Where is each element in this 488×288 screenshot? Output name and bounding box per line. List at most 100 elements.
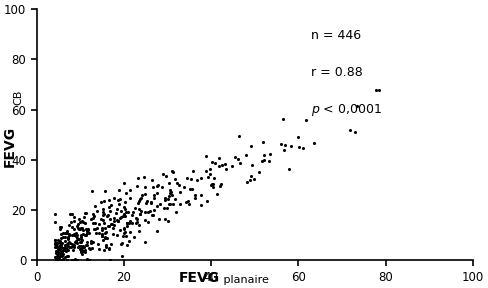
Point: [63, 241, 71, 245]
Point: [61, 235, 69, 239]
Point: [70, 218, 78, 223]
Text: n = 446: n = 446: [311, 29, 362, 42]
Point: [146, 209, 154, 214]
Point: [64, 234, 72, 239]
Point: [70, 245, 78, 249]
Point: [106, 258, 114, 263]
Point: [122, 191, 130, 196]
Point: [57, 236, 65, 240]
Point: [77, 244, 85, 249]
Point: [93, 226, 101, 230]
Point: [53, 258, 61, 263]
Point: [260, 152, 268, 157]
Point: [110, 216, 118, 220]
Point: [138, 192, 145, 197]
Point: [197, 202, 204, 207]
Point: [85, 245, 93, 250]
Point: [82, 243, 90, 247]
Point: [120, 180, 128, 185]
Point: [156, 202, 164, 206]
Point: [144, 210, 152, 214]
Point: [57, 224, 65, 229]
Point: [155, 217, 163, 221]
Point: [100, 212, 108, 217]
Point: [61, 231, 69, 235]
Point: [142, 192, 149, 197]
Point: [88, 246, 96, 251]
Point: [137, 196, 145, 200]
Point: [81, 247, 89, 252]
Point: [142, 185, 149, 189]
Point: [287, 143, 295, 148]
Point: [89, 216, 97, 220]
Point: [51, 220, 59, 225]
Point: [130, 234, 138, 239]
Point: [53, 258, 61, 263]
Point: [103, 236, 111, 240]
Point: [75, 227, 82, 232]
Point: [277, 142, 285, 147]
Point: [135, 228, 143, 233]
Point: [211, 161, 219, 166]
Point: [135, 200, 142, 205]
Point: [71, 240, 79, 244]
Point: [135, 222, 142, 227]
Point: [113, 233, 121, 237]
Point: [189, 168, 197, 173]
Point: [103, 214, 111, 219]
Point: [98, 217, 105, 221]
Point: [134, 220, 142, 225]
Point: [120, 231, 128, 236]
Point: [205, 172, 213, 177]
Point: [83, 258, 91, 263]
Point: [53, 240, 61, 245]
Point: [112, 211, 120, 216]
Point: [60, 248, 68, 252]
Point: [126, 187, 134, 192]
Point: [98, 226, 106, 231]
Point: [53, 255, 61, 259]
Text: FEVG: FEVG: [2, 126, 17, 167]
Point: [74, 245, 82, 250]
Point: [75, 216, 83, 221]
Point: [62, 242, 70, 246]
Point: [122, 210, 130, 214]
Point: [59, 258, 67, 263]
Point: [197, 176, 204, 180]
Point: [51, 212, 59, 217]
Point: [206, 166, 214, 171]
Point: [150, 208, 158, 213]
Point: [115, 202, 123, 206]
Point: [65, 233, 73, 237]
Point: [67, 219, 75, 224]
Point: [124, 210, 132, 215]
Point: [56, 258, 63, 263]
Point: [91, 204, 99, 208]
Point: [56, 227, 63, 232]
Point: [54, 258, 62, 263]
Point: [70, 215, 78, 220]
Point: [54, 245, 61, 249]
Point: [63, 230, 71, 235]
Point: [99, 210, 107, 214]
Point: [55, 258, 63, 263]
Point: [54, 250, 62, 255]
Point: [209, 185, 217, 189]
Point: [234, 157, 242, 162]
Point: [68, 242, 76, 246]
Point: [104, 224, 112, 229]
Point: [61, 245, 69, 249]
Point: [210, 175, 218, 180]
Point: [93, 209, 101, 213]
Point: [80, 231, 87, 236]
Point: [81, 250, 89, 254]
Point: [62, 231, 70, 236]
Point: [68, 225, 76, 230]
Point: [203, 154, 210, 159]
Point: [266, 151, 274, 156]
Point: [64, 243, 72, 248]
Point: [207, 183, 215, 187]
Point: [165, 194, 173, 198]
Point: [78, 219, 85, 224]
Point: [77, 248, 85, 252]
